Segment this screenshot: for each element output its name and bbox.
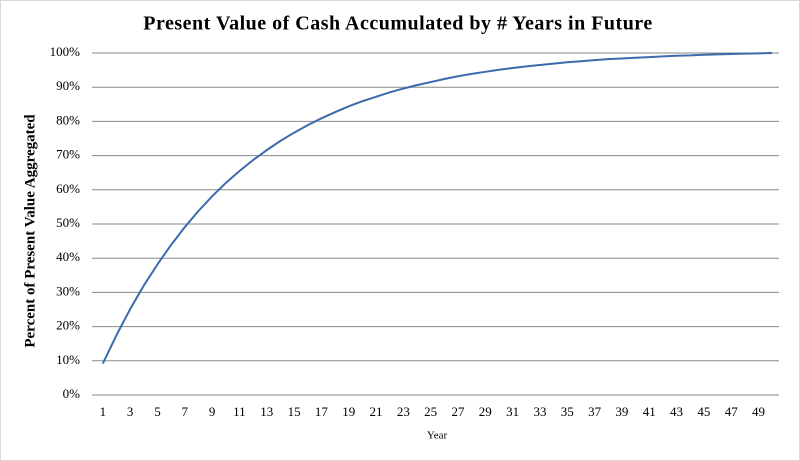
x-tick-label: 43 — [670, 404, 683, 419]
y-tick-label: 30% — [56, 283, 80, 298]
y-tick-label: 60% — [56, 181, 80, 196]
x-tick-label: 47 — [725, 404, 739, 419]
x-tick-label: 37 — [588, 404, 602, 419]
x-tick-label: 41 — [643, 404, 656, 419]
x-tick-label: 13 — [260, 404, 273, 419]
x-tick-label: 17 — [315, 404, 329, 419]
y-tick-label: 10% — [56, 352, 80, 367]
x-tick-label: 21 — [370, 404, 383, 419]
y-tick-label: 80% — [56, 112, 80, 127]
x-tick-label: 19 — [342, 404, 355, 419]
x-tick-label: 45 — [697, 404, 710, 419]
y-axis-title: Percent of Present Value Aggregated — [22, 114, 38, 348]
x-tick-label: 9 — [209, 404, 216, 419]
x-tick-label: 1 — [100, 404, 107, 419]
x-tick-label: 35 — [561, 404, 574, 419]
x-tick-label: 23 — [397, 404, 410, 419]
y-tick-label: 100% — [50, 44, 81, 59]
y-tick-label: 40% — [56, 249, 80, 264]
y-tick-label: 70% — [56, 147, 80, 162]
x-tick-label: 5 — [154, 404, 161, 419]
data-line — [101, 52, 773, 364]
x-tick-label: 39 — [615, 404, 628, 419]
x-tick-label: 29 — [479, 404, 492, 419]
x-tick-label: 33 — [533, 404, 546, 419]
y-tick-label: 90% — [56, 78, 80, 93]
y-tick-label: 0% — [63, 386, 81, 401]
x-tick-label: 11 — [233, 404, 246, 419]
x-tick-label: 3 — [127, 404, 134, 419]
x-tick-label: 27 — [451, 404, 465, 419]
x-tick-label: 25 — [424, 404, 437, 419]
x-tick-label: 49 — [752, 404, 765, 419]
y-tick-label: 20% — [56, 318, 80, 333]
chart-title: Present Value of Cash Accumulated by # Y… — [143, 13, 652, 35]
x-axis-title: Year — [427, 430, 448, 442]
x-tick-label: 15 — [288, 404, 301, 419]
x-tick-label: 31 — [506, 404, 519, 419]
x-tick-label: 7 — [182, 404, 189, 419]
y-tick-label: 50% — [56, 215, 80, 230]
